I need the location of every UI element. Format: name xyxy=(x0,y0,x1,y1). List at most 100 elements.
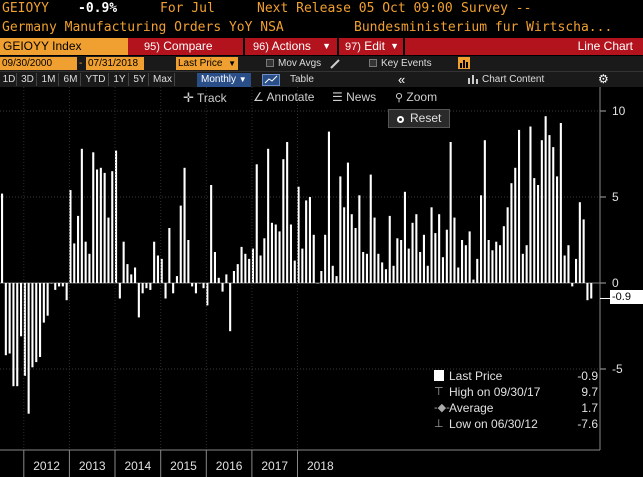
chart-bar[interactable] xyxy=(495,241,498,283)
range-button-1d[interactable]: 1D xyxy=(2,73,17,86)
chart-bar[interactable] xyxy=(103,172,106,283)
line-chart-icon[interactable] xyxy=(262,74,280,86)
chart-bar[interactable] xyxy=(358,195,361,283)
chart-bar[interactable] xyxy=(559,123,562,283)
chart-bar[interactable] xyxy=(202,283,205,289)
chart-bar[interactable] xyxy=(221,283,224,292)
chart-bar[interactable] xyxy=(483,140,486,283)
chart-bar[interactable] xyxy=(472,279,475,283)
chart-bar[interactable] xyxy=(301,248,304,283)
chart-bar[interactable] xyxy=(130,274,133,283)
chart-bar[interactable] xyxy=(289,224,292,284)
chart-bar[interactable] xyxy=(346,162,349,283)
chart-bar[interactable] xyxy=(582,219,585,283)
chart-bar[interactable] xyxy=(438,214,441,283)
chart-bar[interactable] xyxy=(365,253,368,283)
chart-bar[interactable] xyxy=(137,283,140,318)
chart-bar[interactable] xyxy=(213,252,216,283)
chart-bar[interactable] xyxy=(567,245,570,283)
chart-content-button[interactable]: Chart Content xyxy=(482,74,545,85)
chart-bar[interactable] xyxy=(445,229,448,283)
chart-bar[interactable] xyxy=(20,283,23,337)
chart-bar[interactable] xyxy=(449,142,452,283)
news-button[interactable]: News xyxy=(346,90,377,104)
chart-bar[interactable] xyxy=(77,215,80,283)
chart-bar[interactable] xyxy=(422,234,425,283)
chart-bar[interactable] xyxy=(441,257,444,283)
chart-bar[interactable] xyxy=(571,283,574,287)
chart-bar[interactable] xyxy=(464,245,467,283)
range-button-1m[interactable]: 1M xyxy=(39,73,59,86)
chart-bar[interactable] xyxy=(99,167,102,283)
chart-bar[interactable] xyxy=(232,271,235,283)
chart-bar[interactable] xyxy=(111,171,114,283)
chart-bar[interactable] xyxy=(198,283,201,284)
chart-bar[interactable] xyxy=(590,283,593,299)
chart-bar[interactable] xyxy=(502,226,505,283)
chart-bar[interactable] xyxy=(586,283,589,301)
table-button[interactable]: Table xyxy=(290,74,314,85)
chart-bar[interactable] xyxy=(384,269,387,283)
chart-bar[interactable] xyxy=(316,283,319,284)
chart-bar[interactable] xyxy=(149,283,152,290)
chart-bar[interactable] xyxy=(107,217,110,283)
chart-bar[interactable] xyxy=(58,283,61,287)
chart-bar[interactable] xyxy=(544,116,547,283)
chart-bar[interactable] xyxy=(115,150,118,283)
chart-bar[interactable] xyxy=(270,222,273,283)
chart-bar[interactable] xyxy=(244,253,247,283)
chart-bar[interactable] xyxy=(400,240,403,283)
chart-bar[interactable] xyxy=(426,265,429,283)
chart-bar[interactable] xyxy=(415,214,418,283)
chart-bar[interactable] xyxy=(4,283,7,356)
chart-bar[interactable] xyxy=(506,207,509,283)
chart-bar[interactable] xyxy=(312,234,315,283)
chart-bar[interactable] xyxy=(259,255,262,284)
chart-bar[interactable] xyxy=(525,245,528,283)
chart-bar[interactable] xyxy=(96,169,99,284)
range-button-ytd[interactable]: YTD xyxy=(83,73,109,86)
chart-bar[interactable] xyxy=(453,217,456,283)
chart-bar[interactable] xyxy=(514,167,517,283)
reset-button[interactable]: Reset xyxy=(388,109,450,128)
chart-bar[interactable] xyxy=(46,283,49,316)
chart-bar[interactable] xyxy=(529,126,532,284)
chart-bar[interactable] xyxy=(255,164,258,283)
chart-bar[interactable] xyxy=(88,253,91,283)
chart-bar[interactable] xyxy=(12,283,15,387)
chart-bar[interactable] xyxy=(35,283,38,363)
security-field[interactable]: GEIOYY Index xyxy=(0,38,128,55)
chart-bar[interactable] xyxy=(42,283,45,323)
chart-bar[interactable] xyxy=(373,217,376,283)
compare-button[interactable]: 95) Compare xyxy=(128,38,243,55)
chart-bar[interactable] xyxy=(388,215,391,283)
zoom-icon[interactable]: ⚲ xyxy=(395,92,404,104)
chart-bar[interactable] xyxy=(468,231,471,283)
chart-bar[interactable] xyxy=(73,243,76,283)
chart-bar[interactable] xyxy=(324,234,327,283)
chart-bar[interactable] xyxy=(499,245,502,283)
chart-bar[interactable] xyxy=(191,283,194,287)
chart-bar[interactable] xyxy=(362,252,365,283)
actions-button[interactable]: 96) Actions ▼ xyxy=(245,38,337,55)
frequency-select[interactable]: Monthly ▼ xyxy=(197,73,251,87)
bar-chart-icon[interactable] xyxy=(458,57,470,69)
chart-bar[interactable] xyxy=(491,250,494,283)
chart-bar[interactable] xyxy=(305,200,308,283)
chart-bar[interactable] xyxy=(282,159,285,283)
chart-bar[interactable] xyxy=(122,241,125,283)
chart-bar[interactable] xyxy=(156,255,159,284)
chart-bar[interactable] xyxy=(267,148,270,283)
chart-bar[interactable] xyxy=(278,231,281,283)
range-button-6m[interactable]: 6M xyxy=(61,73,81,86)
chart-bar[interactable] xyxy=(286,142,289,283)
chart-bar[interactable] xyxy=(339,176,342,283)
chart-bar[interactable] xyxy=(236,264,239,283)
chart-bar[interactable] xyxy=(377,253,380,283)
chart-bar[interactable] xyxy=(225,274,228,283)
chart-bar[interactable] xyxy=(521,253,524,283)
field-select[interactable]: Last Price ▼ xyxy=(176,57,238,70)
chart-bar[interactable] xyxy=(251,248,254,283)
chart-bar[interactable] xyxy=(430,207,433,283)
chart-bar[interactable] xyxy=(403,191,406,283)
